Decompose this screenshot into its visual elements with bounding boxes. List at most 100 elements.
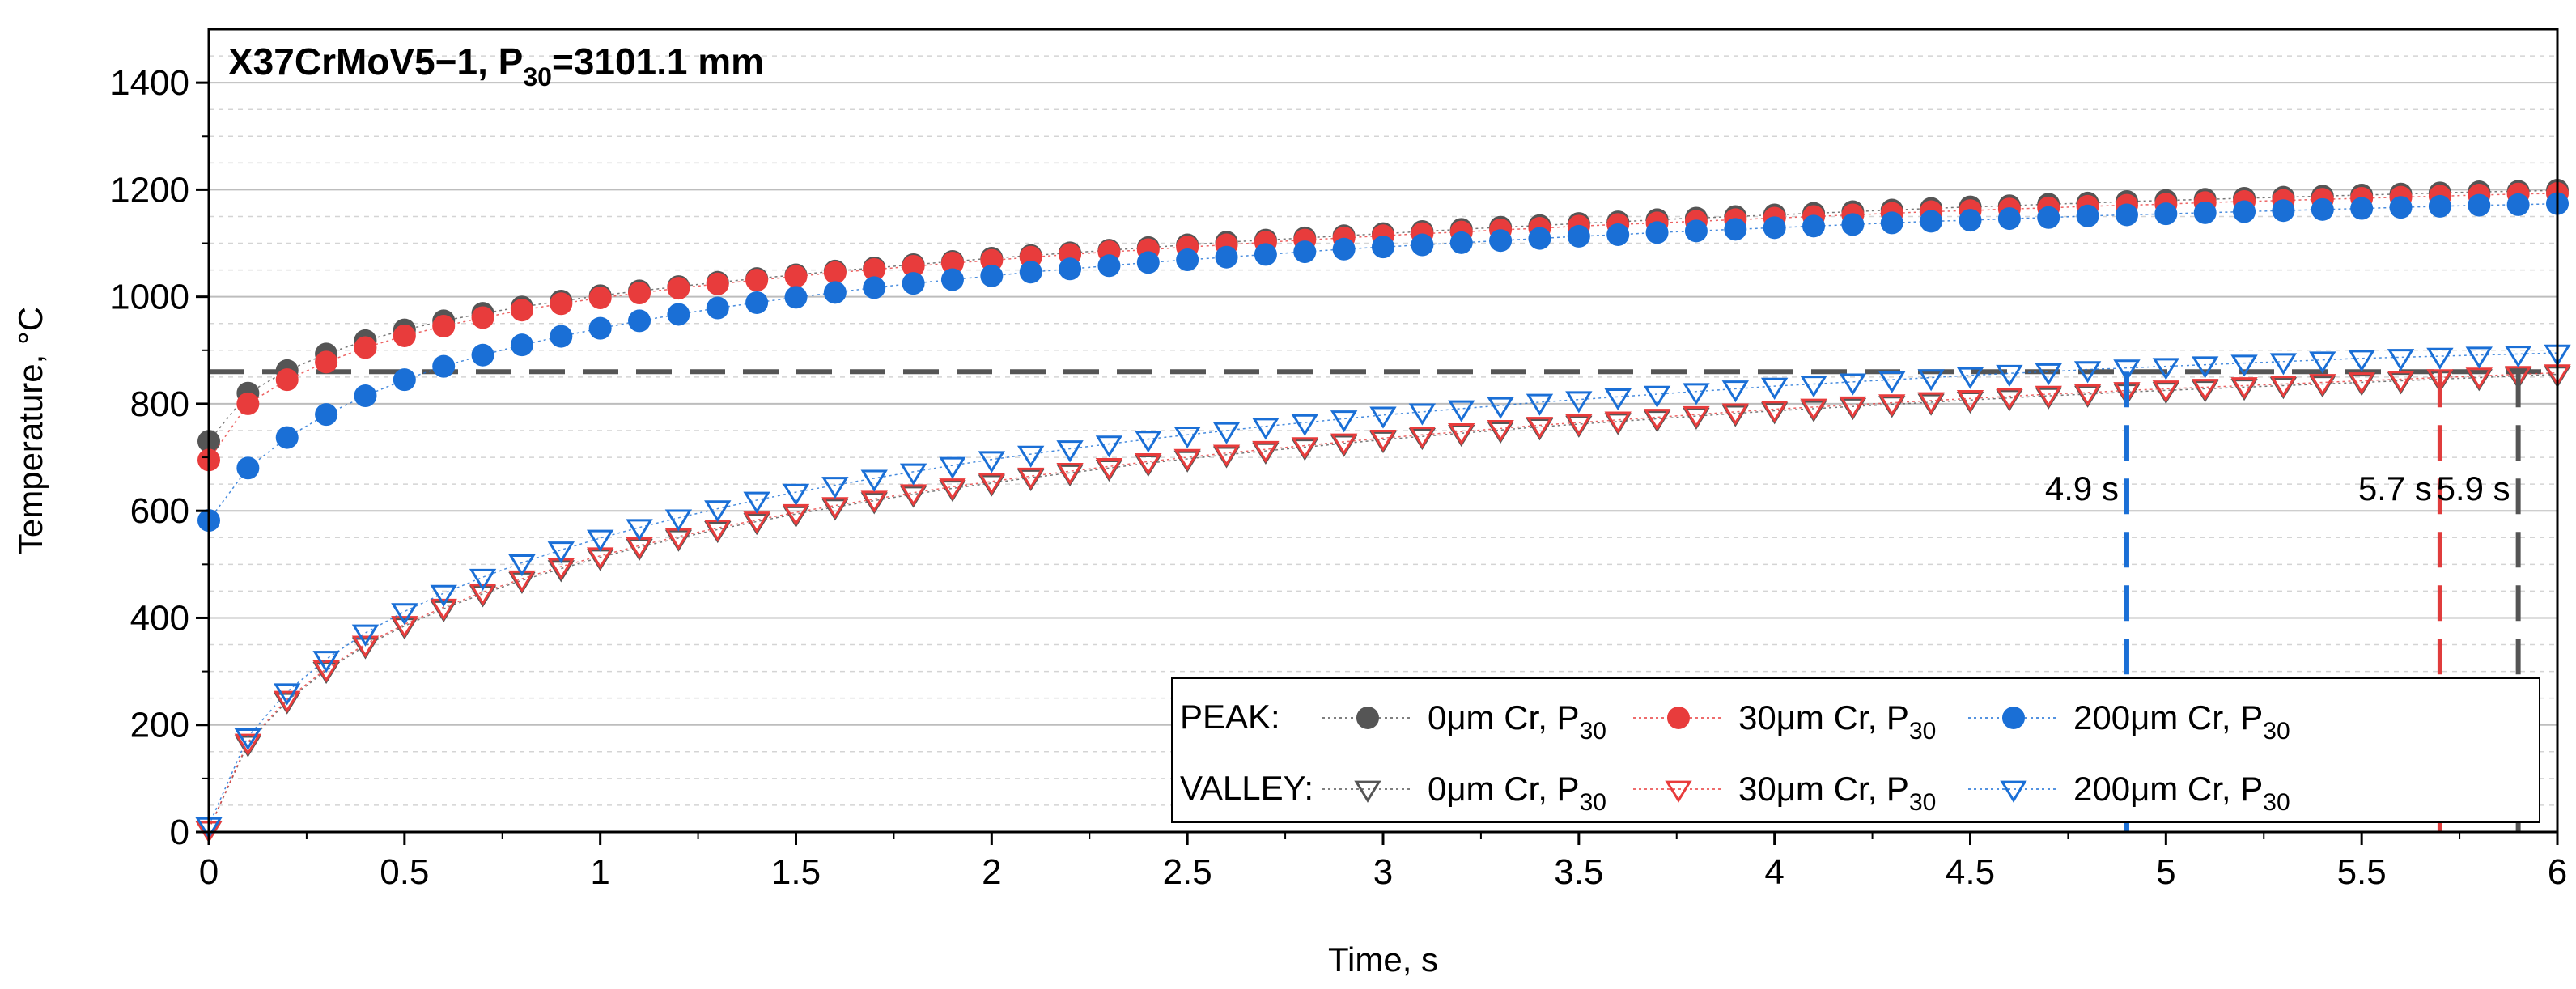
series-peak-2 [197,192,2569,533]
data-point [234,733,262,756]
data-point [274,690,301,713]
data-point [1996,388,2023,410]
data-point [667,303,690,326]
legend-entry: 200μm Cr, P30 [1968,770,2290,816]
legend-marker [2000,780,2027,803]
vertical-marker-label: 5.9 s [2437,469,2510,507]
y-axis-title: Temperature, °C [11,307,49,554]
data-point [1878,371,1906,394]
data-point [704,500,732,523]
data-point [1176,248,1199,272]
x-axis-title: Time, s [1328,940,1438,978]
data-point [2073,361,2102,384]
data-point [1017,467,1045,490]
vertical-marker-label: 5.7 s [2358,469,2432,507]
data-point [2193,201,2217,224]
data-point [510,299,533,322]
data-point [860,490,888,513]
data-point [863,257,886,281]
x-tick-label: 5 [2156,852,2175,892]
y-tick-label: 800 [130,384,189,424]
data-point [1956,367,1984,389]
data-point [1173,426,1201,449]
data-point [312,660,340,683]
y-tick-label: 400 [130,598,189,638]
data-point [393,368,416,392]
series-line [208,371,2558,830]
data-point [510,333,533,357]
data-point [1095,457,1123,481]
minor-grid [209,55,2557,806]
data-point [2389,196,2413,219]
data-point [1411,233,1434,257]
data-point [234,728,262,751]
data-point [745,291,769,314]
data-point [312,651,340,673]
data-point [1369,406,1397,429]
data-point [2152,358,2180,380]
data-point [1487,397,1514,419]
data-point [1173,448,1201,471]
data-point [1643,385,1671,408]
data-point [393,324,416,347]
data-point [354,384,377,408]
data-point [706,272,729,295]
x-tick-label: 2 [982,852,1001,892]
series-valley-5 [195,344,2571,839]
data-point [1526,417,1554,439]
data-point [550,325,573,348]
data-point [1254,243,1277,266]
data-point [430,598,457,622]
data-point [1567,224,1590,248]
data-point [2115,203,2138,227]
data-point [1878,394,1906,417]
data-point [823,261,847,284]
data-point [315,403,338,427]
data-point [2154,202,2178,226]
y-tick-label: 200 [130,706,189,745]
data-point [2426,347,2454,370]
legend-label: 30μm Cr, P30 [1738,770,1936,816]
series-line [208,352,2558,826]
data-point [469,568,497,592]
data-point [1056,462,1084,486]
legend: PEAK: VALLEY: 0μm Cr, P30 30μm Cr, P30 200… [1171,677,2540,823]
data-point [667,277,690,300]
data-point [1332,237,1356,261]
data-point [1956,390,1984,413]
data-point [1056,440,1084,463]
data-point [2465,367,2493,390]
legend-marker [2002,707,2025,729]
data-point [743,491,770,514]
data-point [2468,193,2491,217]
data-point [2350,197,2374,220]
data-point [1917,392,1945,414]
legend-label: 0μm Cr, P30 [1428,698,1606,745]
legend-entries: 0μm Cr, P30 30μm Cr, P30 200μm Cr, P30 0μm … [1322,698,2290,816]
data-point [1996,364,2023,388]
legend-marker [1665,780,1692,803]
data-point [2037,206,2060,229]
data-point [275,368,299,392]
data-point [1760,401,1789,423]
data-point [2152,380,2180,403]
data-point [1369,429,1397,452]
data-point [1135,453,1162,476]
x-tick-label: 0 [199,852,219,892]
data-point [1841,213,1865,236]
data-point [1291,414,1318,436]
data-point [902,272,925,295]
data-point [2076,204,2099,227]
data-point [899,463,927,486]
data-point [1880,211,1903,235]
y-axis: 0 200 400 600 800 1000 1200 1400 [110,63,209,852]
data-point [1136,251,1160,274]
data-point [2230,354,2258,377]
data-point [1489,229,1513,253]
data-point [978,451,1006,473]
data-point [1760,377,1789,400]
x-tick-label: 3 [1373,852,1393,892]
data-point [1802,214,1826,238]
legend-entry: 30μm Cr, P30 [1633,698,1936,745]
